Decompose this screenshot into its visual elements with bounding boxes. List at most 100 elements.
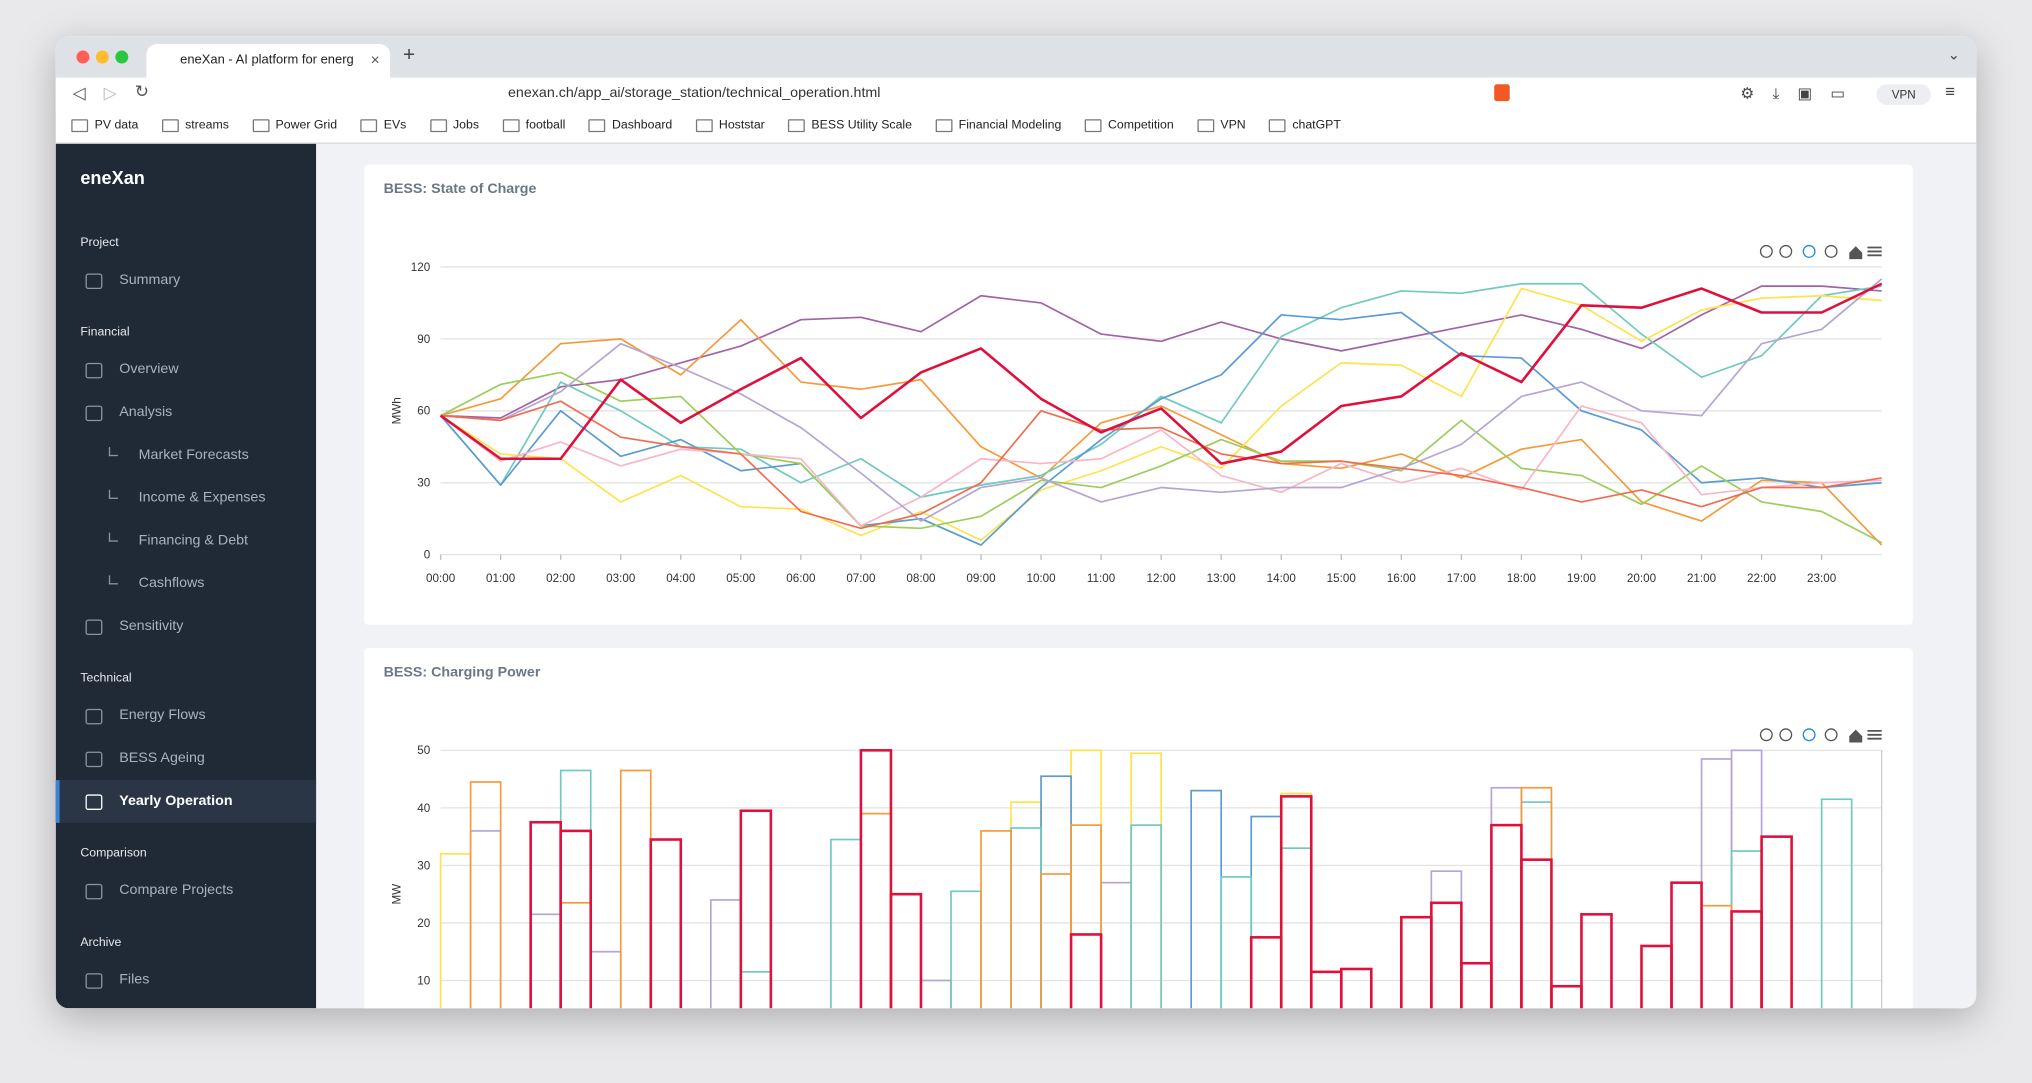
bookmark-label: streams bbox=[185, 117, 229, 133]
bookmark[interactable]: EVs bbox=[360, 118, 406, 132]
y-tick-label: 30 bbox=[417, 859, 430, 872]
x-tick-label: 20:00 bbox=[1627, 572, 1657, 585]
nav-item[interactable]: Cashflows bbox=[56, 562, 316, 605]
bar bbox=[1070, 749, 1102, 1009]
bookmark[interactable]: streams bbox=[161, 117, 229, 133]
folder-icon bbox=[1269, 118, 1286, 132]
nav-item[interactable]: BESS Ageing bbox=[56, 737, 316, 780]
nav-item[interactable]: Energy Flows bbox=[56, 694, 316, 737]
bookmark-label: PV data bbox=[94, 117, 139, 133]
nav-item[interactable]: Market Forecasts bbox=[56, 433, 316, 476]
chart-tool[interactable] bbox=[1849, 729, 1863, 743]
chart-tool[interactable] bbox=[1802, 244, 1816, 258]
chart-tool[interactable] bbox=[1759, 728, 1773, 742]
bar bbox=[1700, 758, 1733, 1009]
bar bbox=[1040, 775, 1072, 1009]
bar bbox=[980, 830, 1012, 1009]
chart-title: BESS: State of Charge bbox=[384, 181, 537, 197]
bar bbox=[619, 769, 652, 1009]
nav-item[interactable]: Income & Expenses bbox=[56, 476, 316, 519]
y-axis-label: MWh bbox=[390, 397, 403, 424]
bookmark[interactable]: Competition bbox=[1084, 118, 1174, 132]
bar bbox=[1280, 847, 1313, 1009]
chart-tool[interactable] bbox=[1867, 246, 1882, 257]
bookmark[interactable]: chatGPT bbox=[1269, 118, 1341, 132]
zoom-button[interactable] bbox=[115, 50, 129, 64]
bookmark[interactable]: VPN bbox=[1197, 118, 1246, 132]
nav-group: Comparison Compare Projects bbox=[56, 822, 316, 911]
x-tick-label: 08:00 bbox=[906, 572, 936, 585]
nav-label: BESS Ageing bbox=[119, 749, 205, 766]
chart-tool[interactable] bbox=[1802, 728, 1816, 742]
nav-item[interactable]: Analysis bbox=[56, 391, 316, 434]
bookmark[interactable]: Dashboard bbox=[588, 117, 673, 133]
vpn-button[interactable]: VPN bbox=[1876, 84, 1931, 105]
folder-icon bbox=[588, 118, 606, 132]
bar bbox=[1220, 876, 1253, 1009]
reload[interactable]: ↻ bbox=[134, 81, 149, 102]
folder-icon bbox=[429, 118, 447, 132]
nav-item[interactable]: Yearly Operation bbox=[55, 779, 317, 823]
bookmark[interactable]: Hoststar bbox=[695, 118, 765, 132]
divider bbox=[55, 142, 1977, 144]
x-tick-label: 21:00 bbox=[1687, 572, 1717, 585]
line bbox=[440, 371, 1883, 544]
bookmark-label: BESS Utility Scale bbox=[811, 117, 913, 133]
extension-icons[interactable]: ⚙⤓▣▭ bbox=[1740, 84, 1864, 103]
x-tick-label: 00:00 bbox=[426, 572, 456, 585]
forward[interactable]: ▷ bbox=[103, 82, 117, 103]
tab[interactable]: eneXan - AI platform for energ × bbox=[146, 44, 391, 78]
chart-tool[interactable] bbox=[1867, 729, 1882, 740]
nav-item[interactable]: Summary bbox=[56, 259, 316, 302]
chart-tool[interactable] bbox=[1779, 728, 1793, 742]
nav-item[interactable]: Sensitivity bbox=[56, 605, 316, 648]
new-tab[interactable]: + bbox=[403, 44, 416, 67]
brave-icon[interactable] bbox=[1494, 84, 1510, 102]
bookmark-label: football bbox=[525, 117, 566, 133]
bookmark[interactable]: Power Grid bbox=[252, 118, 337, 132]
chart-tool[interactable] bbox=[1759, 244, 1773, 258]
nav-group: Archive Files bbox=[56, 912, 316, 1001]
nav-item[interactable]: Compare Projects bbox=[56, 869, 316, 912]
x-tick-label: 09:00 bbox=[966, 572, 996, 585]
chart-tool[interactable] bbox=[1779, 244, 1793, 258]
bar bbox=[1730, 850, 1763, 1009]
bookmark[interactable]: Financial Modeling bbox=[935, 118, 1061, 132]
tab-close[interactable]: × bbox=[370, 50, 380, 69]
bar bbox=[1040, 873, 1072, 1009]
bookmark[interactable]: BESS Utility Scale bbox=[788, 118, 912, 132]
bookmark[interactable]: Jobs bbox=[429, 118, 479, 132]
back[interactable]: ◁ bbox=[72, 82, 86, 103]
nav-item[interactable]: Financing & Debt bbox=[56, 519, 316, 562]
bookmark[interactable]: football bbox=[502, 118, 565, 132]
minimize-button[interactable] bbox=[95, 50, 109, 64]
bar bbox=[439, 853, 472, 1009]
address-bar[interactable] bbox=[431, 80, 1557, 109]
bar bbox=[709, 899, 742, 1009]
bookmark[interactable]: PV data bbox=[71, 118, 138, 132]
line bbox=[440, 287, 1882, 542]
x-tick-label: 06:00 bbox=[786, 572, 816, 585]
x-tick-label: 19:00 bbox=[1567, 572, 1597, 585]
toolbar: ◁ ▷ ↻ ⚙⤓▣▭ ≡ bbox=[55, 77, 1977, 112]
nav-icon bbox=[85, 793, 103, 810]
bar bbox=[1550, 984, 1583, 1009]
x-tick-label: 17:00 bbox=[1447, 572, 1477, 585]
nav-label: Yearly Operation bbox=[119, 792, 233, 809]
nav-group-label: Comparison bbox=[80, 846, 147, 861]
nav-item[interactable]: Overview bbox=[56, 348, 316, 391]
x-tick-label: 13:00 bbox=[1207, 572, 1237, 585]
y-tick-label: 10 bbox=[417, 974, 430, 987]
tab-menu[interactable]: ⌄ bbox=[1947, 47, 1960, 64]
menu[interactable]: ≡ bbox=[1945, 81, 1956, 102]
bookmark-label: Dashboard bbox=[612, 117, 673, 133]
bar bbox=[1760, 835, 1793, 1009]
chart-tool[interactable] bbox=[1849, 246, 1863, 260]
nav-item[interactable]: Files bbox=[56, 958, 316, 1001]
chart-tool[interactable] bbox=[1824, 244, 1838, 258]
close-button[interactable] bbox=[76, 50, 90, 64]
chart-tool[interactable] bbox=[1824, 728, 1838, 742]
x-tick-label: 03:00 bbox=[606, 572, 636, 585]
nav-group: Technical Energy Flows BESS Ageing Yearly O… bbox=[55, 647, 317, 823]
line bbox=[440, 285, 1882, 419]
